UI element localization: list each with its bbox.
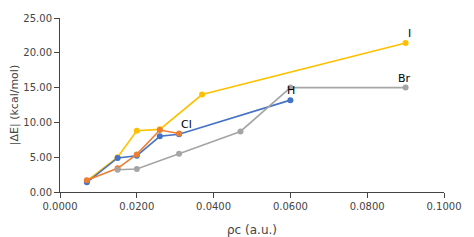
svg-text:0.00: 0.00 [30,187,52,198]
svg-text:5.00: 5.00 [30,152,52,163]
svg-text:25.00: 25.00 [23,13,52,24]
svg-text:I: I [408,27,411,40]
svg-text:10.00: 10.00 [23,117,52,128]
svg-text:0.1000: 0.1000 [427,201,462,212]
svg-text:|ΔE| (kcal/mol): |ΔE| (kcal/mol) [8,65,21,145]
svg-text:15.00: 15.00 [23,82,52,93]
svg-text:0.0000: 0.0000 [43,201,78,212]
svg-text:0.0800: 0.0800 [350,201,385,212]
svg-text:Br: Br [398,72,411,85]
svg-text:0.0600: 0.0600 [273,201,308,212]
svg-text:Cl: Cl [181,118,192,131]
svg-text:0.0200: 0.0200 [119,201,154,212]
svg-text:ρᴄ (a.u.): ρᴄ (a.u.) [227,223,277,237]
svg-text:H: H [287,84,295,97]
svg-text:0.0400: 0.0400 [196,201,231,212]
svg-text:20.00: 20.00 [23,47,52,58]
